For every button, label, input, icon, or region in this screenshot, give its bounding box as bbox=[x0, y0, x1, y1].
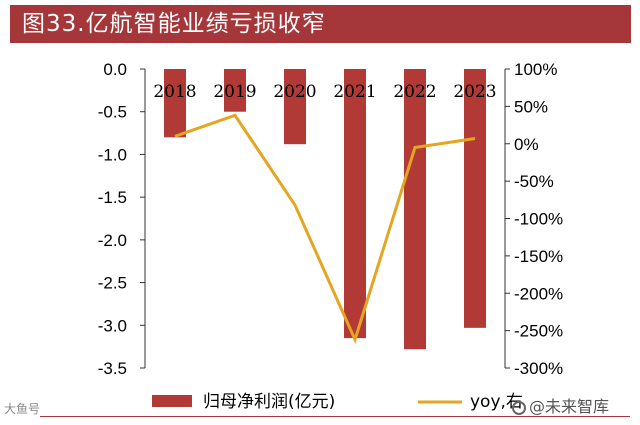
bar-2022 bbox=[404, 69, 426, 350]
x-tick-label: 2021 bbox=[333, 82, 376, 102]
y-tick-label-left: -0.5 bbox=[98, 103, 127, 122]
x-tick-label: 2019 bbox=[213, 82, 256, 102]
y-tick-label-right: -300% bbox=[514, 359, 563, 378]
y-tick-label-right: 0% bbox=[514, 135, 539, 154]
y-tick-label-right: -200% bbox=[514, 284, 563, 303]
line-yoy bbox=[174, 113, 476, 344]
y-tick-label-left: -2.0 bbox=[98, 231, 127, 250]
y-tick-label-left: 0.0 bbox=[103, 60, 127, 79]
bar-2019 bbox=[224, 69, 246, 112]
watermark-right-text: @未来智库 bbox=[529, 397, 610, 416]
y-tick-label-left: -3.0 bbox=[98, 316, 127, 335]
y-tick-label-right: -150% bbox=[514, 247, 563, 266]
watermark-right: @未来智库 bbox=[512, 393, 609, 417]
watermark-left: 大鱼号 bbox=[4, 402, 41, 416]
y-tick-label-right: 50% bbox=[514, 97, 548, 116]
bar-2020 bbox=[284, 69, 306, 145]
y-tick-label-right: -100% bbox=[514, 210, 563, 229]
legend-bar-label: 归母净利润(亿元) bbox=[203, 392, 335, 412]
y-tick-label-left: -2.5 bbox=[98, 274, 127, 293]
x-tick-label: 2018 bbox=[153, 82, 196, 102]
legend-bar-swatch bbox=[152, 395, 192, 407]
watermark-logo-icon bbox=[512, 401, 526, 415]
y-tick-label-right: -50% bbox=[514, 172, 554, 191]
y-tick-label-right: -250% bbox=[514, 322, 563, 341]
y-tick-label-left: -1.5 bbox=[98, 188, 127, 207]
bar-2023 bbox=[464, 69, 486, 328]
y-tick-label-left: -1.0 bbox=[98, 145, 127, 164]
x-tick-label: 2023 bbox=[453, 82, 496, 102]
bar-2021 bbox=[344, 69, 366, 339]
x-tick-label: 2022 bbox=[393, 82, 436, 102]
bar-2018 bbox=[164, 69, 186, 138]
y-tick-label-right: 100% bbox=[514, 60, 557, 79]
chart-title: 图33.亿航智能业绩亏损收窄 bbox=[10, 5, 631, 43]
y-tick-label-left: -3.5 bbox=[98, 359, 127, 378]
x-tick-label: 2020 bbox=[273, 82, 316, 102]
bottom-divider bbox=[40, 416, 630, 417]
legend-line-label: yoy,右 bbox=[470, 392, 523, 412]
